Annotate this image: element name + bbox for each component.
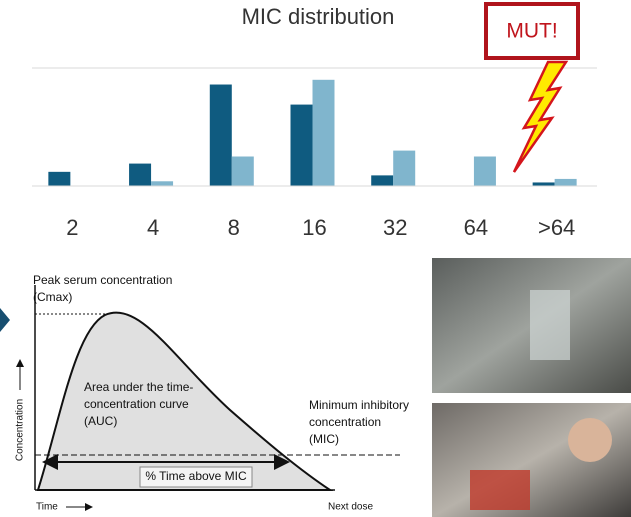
bar xyxy=(48,172,70,186)
bar xyxy=(533,182,555,186)
bar xyxy=(371,175,393,186)
label: Minimum inhibitory xyxy=(309,398,409,412)
slide: MIC distribution 2 4 8 16 32 64 >64 MUT! % Tim… xyxy=(0,0,631,517)
bar-chart: 2 4 8 16 32 64 >64 xyxy=(32,68,597,240)
label: % Time above MIC xyxy=(145,469,247,483)
photo xyxy=(432,403,631,517)
photo-detail xyxy=(530,290,570,360)
bar xyxy=(393,151,415,186)
pk-diagram: % Time above MIC Peak serum concentratio… xyxy=(15,273,409,512)
annotation: MUT! xyxy=(506,20,557,43)
bar xyxy=(129,164,151,186)
x-tick-label: 32 xyxy=(383,215,407,240)
x-tick-label: 16 xyxy=(302,215,326,240)
photo-detail xyxy=(470,470,530,510)
bar xyxy=(555,179,577,186)
label: Area under the time- xyxy=(84,380,193,394)
bar xyxy=(291,105,313,186)
x-tick-label: 4 xyxy=(147,215,159,240)
label: (MIC) xyxy=(309,432,339,446)
x-tick-label: 8 xyxy=(228,215,240,240)
label: (Cmax) xyxy=(33,290,72,304)
label: Time xyxy=(36,502,58,513)
x-tick-label: >64 xyxy=(538,215,575,240)
lightning xyxy=(514,62,566,172)
label: Concentration xyxy=(15,399,26,461)
label: Peak serum concentration xyxy=(33,273,172,287)
chevron xyxy=(0,308,10,332)
bar xyxy=(474,157,496,187)
bar xyxy=(232,157,254,187)
label: concentration xyxy=(309,415,381,429)
label: concentration curve xyxy=(84,397,189,411)
chart-title: MIC distribution xyxy=(242,4,395,29)
bar xyxy=(151,181,173,186)
label: (AUC) xyxy=(84,414,117,428)
x-tick-label: 64 xyxy=(464,215,488,240)
photo-detail xyxy=(568,418,612,462)
bar xyxy=(313,80,335,186)
x-tick-label: 2 xyxy=(66,215,78,240)
label: Next dose xyxy=(328,502,373,513)
bar xyxy=(210,85,232,186)
